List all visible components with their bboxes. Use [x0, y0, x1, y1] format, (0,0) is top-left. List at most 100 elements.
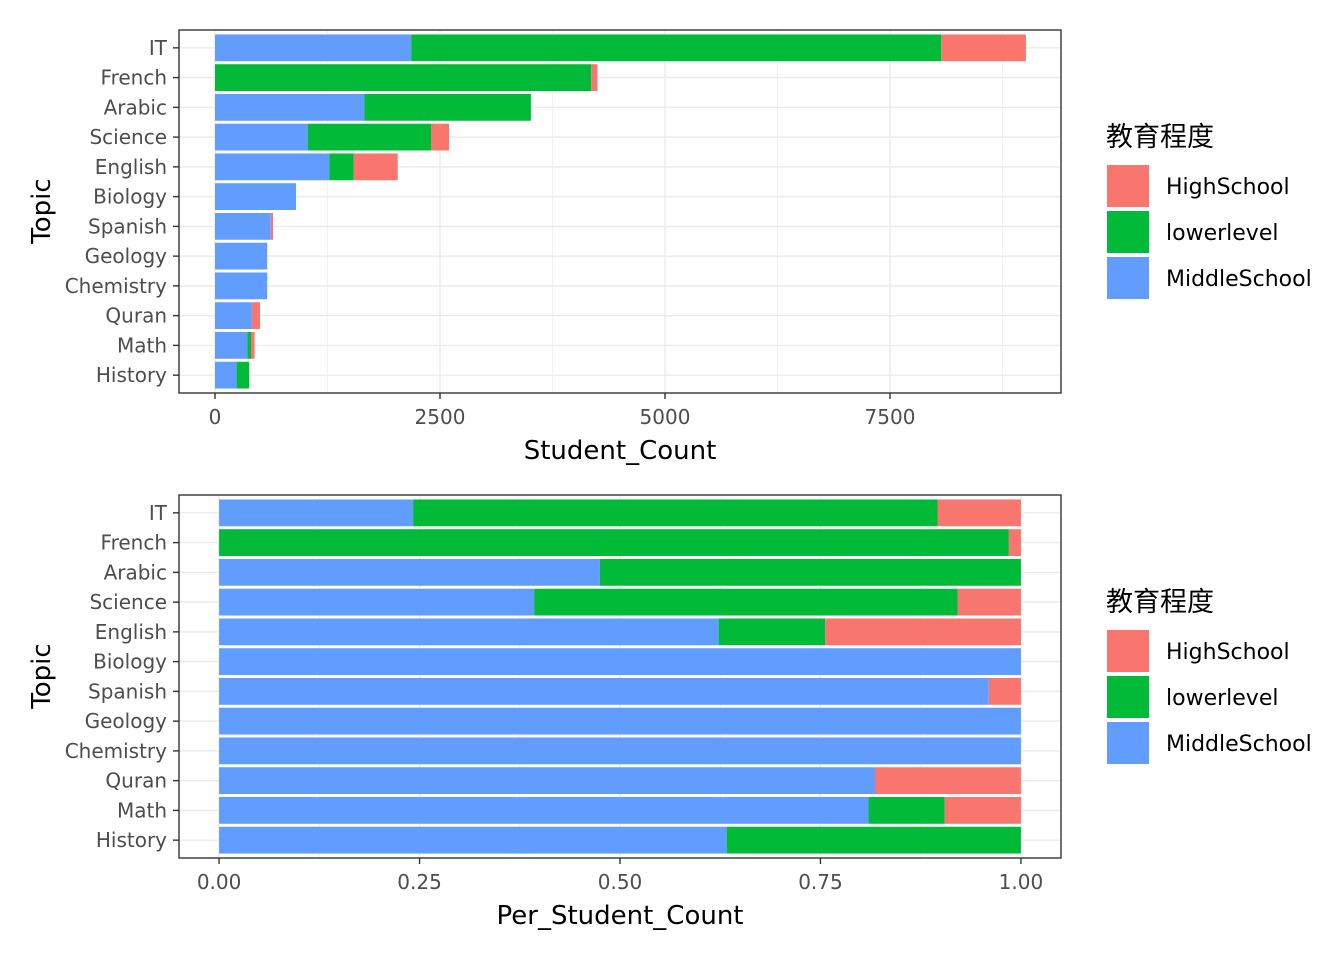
bar-math-lowerlevel [247, 332, 251, 359]
bar-chemistry-middleschool [215, 272, 268, 300]
bar-science-highschool [957, 588, 1021, 616]
bar-arabic-middleschool [219, 558, 600, 586]
y-tick-label: History [96, 828, 167, 852]
y-tick-label: Geology [85, 709, 168, 733]
bar-it-highschool [941, 34, 1026, 62]
bar-science-middleschool [219, 588, 535, 616]
legend: 教育程度 HighSchool lowerlevel MiddleSchool [1106, 122, 1312, 299]
y-tick-label: Chemistry [65, 739, 167, 763]
bar-english-lowerlevel [329, 153, 354, 181]
bar-it-highschool [937, 499, 1021, 527]
legend-swatch-lowerlevel [1107, 676, 1149, 718]
legend-label-middleschool: MiddleSchool [1166, 267, 1312, 292]
bar-french-lowerlevel [219, 529, 1009, 556]
bar-it-middleschool [219, 499, 414, 527]
bar-spanish-middleschool [215, 212, 271, 240]
legend-swatch-lowerlevel [1107, 211, 1149, 253]
y-tick-label: Science [89, 125, 167, 149]
x-tick-label: 0.25 [397, 870, 442, 894]
bar-biology-middleschool [219, 648, 1021, 676]
x-axis-title: Student_Count [524, 436, 717, 466]
x-tick-label: 0.00 [197, 870, 242, 894]
y-tick-label: English [95, 155, 167, 179]
bar-quran-middleschool [215, 302, 252, 330]
x-tick-label: 7500 [865, 405, 916, 429]
bar-math-middleschool [219, 797, 869, 824]
x-tick-label: 2500 [415, 405, 466, 429]
bar-spanish-middleschool [219, 677, 989, 705]
x-tick-label: 0 [209, 405, 222, 429]
bar-science-middleschool [215, 123, 308, 151]
legend-label-middleschool: MiddleSchool [1166, 732, 1312, 757]
bar-french-highschool [591, 64, 598, 91]
bar-quran-middleschool [219, 767, 875, 795]
bar-it-lowerlevel [413, 499, 938, 527]
legend-label-highschool: HighSchool [1166, 640, 1290, 665]
bar-history-lowerlevel [726, 826, 1021, 854]
bar-english-highschool [825, 618, 1021, 646]
y-tick-label: Quran [105, 304, 167, 328]
bar-math-highschool [944, 797, 1021, 824]
y-tick-label: English [95, 620, 167, 644]
bar-geology-middleschool [215, 242, 268, 270]
y-tick-label: Science [89, 590, 167, 614]
x-tick-label: 1.00 [999, 870, 1044, 894]
bar-english-middleschool [219, 618, 719, 646]
y-tick-label: IT [149, 501, 168, 525]
bar-arabic-lowerlevel [364, 93, 531, 121]
legend-label-lowerlevel: lowerlevel [1166, 221, 1278, 246]
y-tick-label: Chemistry [65, 274, 167, 298]
legend: 教育程度 HighSchool lowerlevel MiddleSchool [1106, 587, 1312, 764]
legend-swatch-middleschool [1107, 257, 1149, 299]
y-tick-label: Quran [105, 769, 167, 793]
legend-label-highschool: HighSchool [1166, 175, 1290, 200]
y-tick-label: Spanish [88, 679, 167, 703]
bar-science-lowerlevel [307, 123, 431, 151]
y-tick-label: Biology [93, 650, 167, 674]
y-tick-label: Math [117, 798, 167, 822]
y-tick-label: History [96, 363, 167, 387]
x-tick-label: 0.50 [598, 870, 643, 894]
y-tick-label: Math [117, 333, 167, 357]
chart-panel-2: IT French Arabic Science English Biology Spani… [27, 494, 1312, 931]
bar-chemistry-middleschool [219, 737, 1021, 765]
legend-label-lowerlevel: lowerlevel [1166, 686, 1278, 711]
bar-quran-highschool [251, 302, 260, 330]
bar-history-lowerlevel [236, 361, 250, 389]
legend-title: 教育程度 [1106, 122, 1214, 153]
bar-math-middleschool [215, 332, 248, 359]
bar-french-highschool [1008, 529, 1021, 556]
legend-title: 教育程度 [1106, 587, 1214, 618]
x-tick-label: 5000 [640, 405, 691, 429]
y-tick-label: Arabic [104, 560, 167, 584]
bar-english-lowerlevel [718, 618, 826, 646]
legend-swatch-middleschool [1107, 722, 1149, 764]
y-tick-label: French [101, 531, 167, 555]
bar-spanish-highschool [988, 677, 1021, 705]
y-tick-label: Biology [93, 185, 167, 209]
panel-border [178, 29, 1062, 394]
bar-quran-highschool [874, 767, 1021, 795]
y-axis-title: Topic [27, 178, 57, 244]
bar-biology-middleschool [215, 183, 296, 211]
legend-swatch-highschool [1107, 630, 1149, 672]
bar-math-lowerlevel [868, 797, 945, 824]
bar-english-highschool [353, 153, 398, 181]
bar-english-middleschool [215, 153, 330, 181]
bar-it-lowerlevel [411, 34, 942, 62]
x-tick-label: 0.75 [798, 870, 843, 894]
chart-panel-1: IT French Arabic Science English Biology Spani… [27, 29, 1312, 466]
bar-french-lowerlevel [215, 64, 592, 91]
bar-history-middleschool [219, 826, 727, 854]
bar-arabic-middleschool [215, 93, 365, 121]
y-tick-label: Spanish [88, 214, 167, 238]
bar-math-highschool [251, 332, 255, 359]
bar-history-middleschool [215, 361, 237, 389]
y-axis-title: Topic [27, 643, 57, 709]
bar-science-lowerlevel [534, 588, 958, 616]
x-axis-title: Per_Student_Count [497, 901, 744, 931]
bar-geology-middleschool [219, 707, 1021, 735]
bar-spanish-highschool [270, 212, 274, 240]
y-tick-label: IT [149, 36, 168, 60]
